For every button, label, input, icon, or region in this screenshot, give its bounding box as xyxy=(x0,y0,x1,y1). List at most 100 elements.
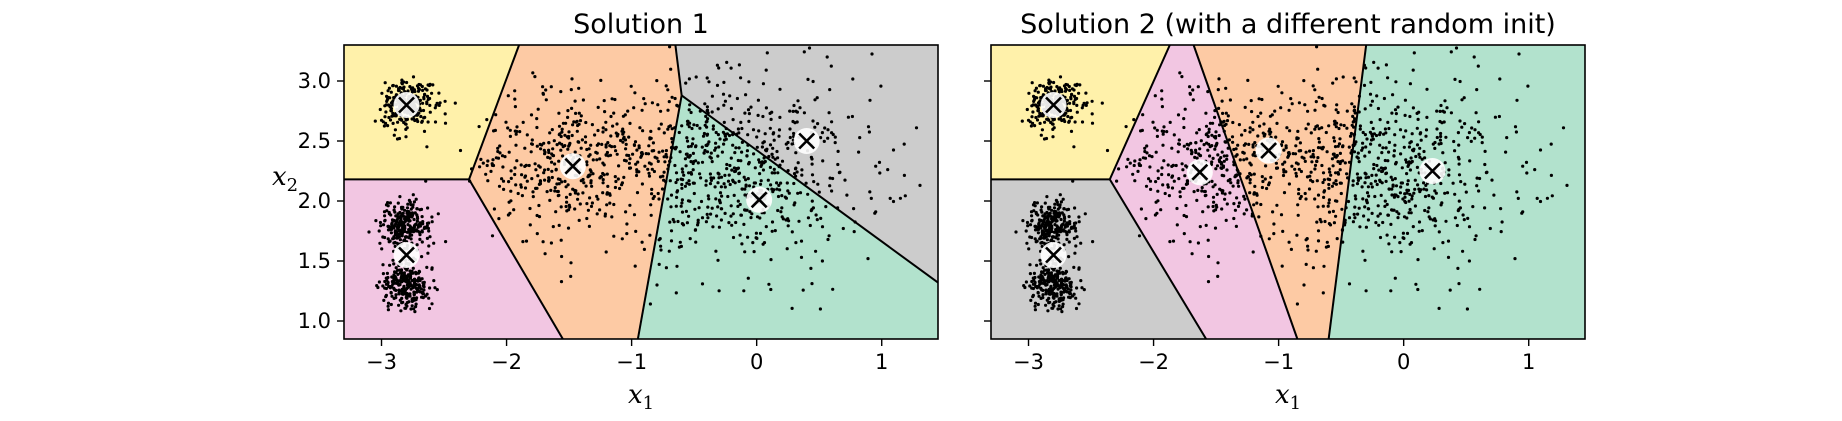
data-point xyxy=(1150,155,1154,159)
data-point xyxy=(781,217,785,221)
data-point xyxy=(415,219,419,223)
data-point xyxy=(1320,163,1324,168)
data-point xyxy=(406,212,410,217)
data-point xyxy=(1331,164,1335,168)
data-point xyxy=(1196,188,1200,192)
data-point xyxy=(1358,124,1362,128)
data-point xyxy=(1227,138,1231,142)
data-point xyxy=(1068,108,1073,113)
data-point xyxy=(1393,133,1397,137)
data-point xyxy=(730,168,734,172)
data-point xyxy=(1393,193,1397,197)
data-point xyxy=(1457,173,1462,177)
data-point xyxy=(772,131,776,135)
data-point xyxy=(1297,101,1301,105)
data-point xyxy=(561,121,565,125)
data-point xyxy=(1177,138,1181,142)
data-point xyxy=(389,291,393,295)
data-point xyxy=(1283,160,1287,164)
data-point xyxy=(575,129,579,133)
data-point xyxy=(1255,192,1259,196)
data-point xyxy=(1293,152,1298,156)
data-point xyxy=(1325,240,1329,244)
data-point xyxy=(1194,141,1198,145)
data-point xyxy=(1533,168,1537,172)
data-point xyxy=(1297,187,1301,191)
data-point xyxy=(553,162,557,166)
data-point xyxy=(1521,210,1525,214)
data-point xyxy=(400,301,404,305)
data-point xyxy=(1020,119,1024,123)
data-point xyxy=(1383,127,1387,131)
data-point xyxy=(1066,109,1070,113)
data-point xyxy=(531,195,535,199)
data-point xyxy=(655,283,659,287)
data-point xyxy=(686,199,691,203)
data-point xyxy=(632,106,636,110)
data-points xyxy=(367,45,922,314)
data-point xyxy=(792,203,796,207)
data-point xyxy=(1053,273,1057,277)
data-point xyxy=(1030,279,1034,284)
data-point xyxy=(1296,203,1300,207)
data-point xyxy=(1380,181,1384,185)
data-point xyxy=(1232,216,1236,221)
data-point xyxy=(634,173,639,178)
data-point xyxy=(410,117,414,121)
data-point xyxy=(1314,249,1318,253)
data-point xyxy=(1082,101,1086,105)
data-point xyxy=(1241,150,1245,154)
data-point xyxy=(1055,281,1059,285)
data-point xyxy=(1284,144,1288,148)
data-point xyxy=(1156,189,1160,193)
data-point xyxy=(548,198,552,202)
data-point xyxy=(1054,219,1058,223)
data-point xyxy=(1427,206,1431,210)
data-point xyxy=(1378,133,1382,137)
data-point xyxy=(1316,193,1321,197)
data-point xyxy=(1038,279,1042,283)
data-point xyxy=(571,187,575,191)
data-point xyxy=(1195,131,1199,135)
data-point xyxy=(1242,194,1246,198)
data-point xyxy=(585,216,589,221)
data-point xyxy=(394,93,398,97)
data-point xyxy=(491,163,496,168)
data-point xyxy=(685,181,689,185)
data-point xyxy=(1065,285,1069,289)
data-point xyxy=(428,286,432,290)
data-point xyxy=(386,89,390,93)
data-point xyxy=(810,157,814,161)
data-point xyxy=(422,129,427,133)
data-point xyxy=(1071,226,1075,230)
data-point xyxy=(536,107,540,111)
data-point xyxy=(734,146,738,150)
data-point xyxy=(577,218,581,222)
data-point xyxy=(707,197,711,201)
data-point xyxy=(742,289,746,293)
data-point xyxy=(425,145,429,149)
data-point xyxy=(414,272,418,276)
data-point xyxy=(1171,239,1176,243)
data-point xyxy=(1413,178,1417,182)
data-point xyxy=(659,122,663,126)
data-point xyxy=(1367,194,1371,198)
data-point xyxy=(1074,244,1078,248)
data-point xyxy=(1030,214,1034,218)
data-point xyxy=(1140,128,1144,132)
centroid-3 xyxy=(746,186,773,213)
data-point xyxy=(1351,183,1355,187)
data-point xyxy=(1340,207,1344,211)
data-point xyxy=(1058,193,1062,197)
data-point xyxy=(413,279,417,283)
data-point xyxy=(1322,195,1326,199)
data-point xyxy=(679,204,683,208)
data-point xyxy=(694,240,698,244)
data-point xyxy=(385,98,389,102)
data-point xyxy=(1445,106,1449,110)
data-point xyxy=(711,124,715,128)
data-point xyxy=(1041,296,1045,300)
data-point xyxy=(573,191,577,195)
data-point xyxy=(1345,126,1349,130)
data-point xyxy=(772,138,776,142)
